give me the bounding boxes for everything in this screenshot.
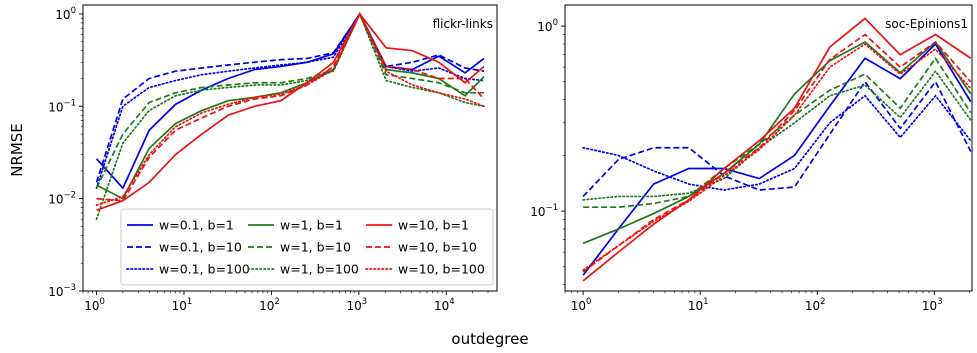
y-tick-label: 100 (55, 6, 76, 22)
series-line (95, 11, 485, 189)
x-tick-label: 103 (922, 297, 943, 313)
x-axis-label: outdegree (451, 330, 528, 348)
y-tick-label: 10−2 (48, 191, 76, 207)
x-tick-label: 100 (571, 297, 592, 313)
legend-label: w=1, b=1 (280, 218, 343, 233)
x-tick-label: 102 (259, 297, 280, 313)
legend-label: w=0.1, b=10 (159, 240, 242, 255)
series-line (95, 11, 485, 207)
series-line (95, 12, 485, 183)
series-line (582, 94, 972, 191)
panel-flickr-links: 100 101 102 103 104 10−3 10−2 10−1 100 flickr-lin… (48, 4, 498, 313)
x-tick-label: 101 (172, 297, 193, 313)
y-tick-label: 10−3 (48, 283, 76, 299)
series-line (95, 11, 485, 220)
dataset-annotation: soc-Epinions1 (885, 17, 968, 31)
y-tick-label: 10−1 (530, 203, 558, 219)
x-tick-label: 103 (347, 297, 368, 313)
y-tick-label: 100 (537, 18, 558, 34)
y-axis-label: NRMSE (8, 123, 26, 177)
series-line (95, 12, 485, 189)
series-line (582, 42, 972, 271)
series-line (96, 12, 485, 211)
x-tick-label: 101 (688, 297, 709, 313)
legend (120, 208, 494, 286)
y-tick-label: 10−1 (48, 98, 76, 114)
legend-label: w=0.1, b=1 (159, 218, 234, 233)
series-line (582, 80, 972, 198)
legend-label: w=10, b=1 (398, 218, 469, 233)
series-line (582, 69, 972, 201)
legend-label: w=1, b=10 (280, 240, 351, 255)
legend-label: w=1, b=100 (280, 262, 359, 277)
x-tick-label: 102 (805, 297, 826, 313)
series-line (582, 40, 972, 245)
plot-frame (564, 4, 973, 292)
series-line (96, 11, 485, 200)
x-tick-label: 100 (84, 297, 105, 313)
plot-frame (82, 4, 498, 292)
legend-label: w=0.1, b=100 (159, 262, 250, 277)
series-line (582, 33, 972, 273)
series-line (582, 17, 972, 282)
series-line (582, 42, 972, 276)
x-tick-label: 104 (434, 297, 455, 313)
legend-label: w=10, b=100 (398, 262, 485, 277)
series-line (96, 12, 485, 202)
panel-soc-epinions1: 100 101 102 103 10−1 100 soc-Epinions1 (530, 4, 973, 313)
dataset-annotation: flickr-links (433, 17, 493, 31)
legend-label: w=10, b=10 (398, 240, 477, 255)
series-line (95, 12, 485, 190)
series-line (583, 56, 972, 209)
